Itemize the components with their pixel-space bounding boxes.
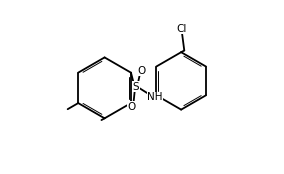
Text: S: S xyxy=(133,82,139,92)
Text: O: O xyxy=(128,102,136,112)
Text: NH: NH xyxy=(147,92,163,102)
Text: Cl: Cl xyxy=(176,24,187,34)
Text: O: O xyxy=(137,66,146,76)
